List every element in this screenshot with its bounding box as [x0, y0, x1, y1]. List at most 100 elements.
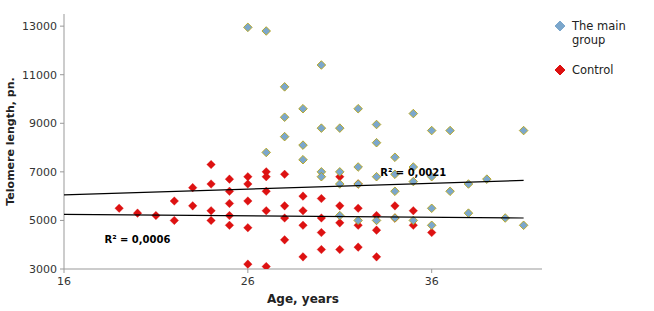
trend-line — [64, 180, 524, 195]
y-tick — [60, 269, 64, 270]
point — [133, 209, 142, 218]
point — [427, 204, 436, 213]
point — [335, 211, 344, 220]
point — [262, 262, 271, 269]
point — [244, 260, 253, 269]
point — [299, 206, 308, 215]
point — [391, 214, 400, 223]
y-tick-label: 5000 — [29, 214, 57, 227]
point — [280, 236, 289, 245]
point — [317, 172, 326, 181]
x-tick-label: 36 — [425, 275, 439, 288]
point — [354, 204, 363, 213]
y-tick-label: 7000 — [29, 166, 57, 179]
point — [225, 221, 234, 230]
point — [280, 202, 289, 211]
point — [262, 148, 271, 157]
point — [317, 214, 326, 223]
y-tick — [60, 220, 64, 221]
point — [244, 180, 253, 189]
y-tick-label: 9000 — [29, 117, 57, 130]
point — [519, 126, 528, 135]
point — [354, 216, 363, 225]
point — [299, 104, 308, 113]
point — [299, 192, 308, 201]
annotation: R² = 0,0006 — [104, 234, 170, 245]
point — [372, 226, 381, 235]
point — [427, 221, 436, 230]
point — [262, 172, 271, 181]
legend-label: The maingroup — [571, 19, 626, 47]
point — [299, 141, 308, 150]
plot-area — [64, 23, 528, 269]
point — [244, 197, 253, 206]
point — [280, 113, 289, 122]
point — [354, 104, 363, 113]
point — [519, 221, 528, 230]
point — [207, 180, 216, 189]
point — [207, 160, 216, 169]
point — [427, 126, 436, 135]
point — [354, 243, 363, 252]
point — [317, 194, 326, 203]
point — [391, 202, 400, 211]
point — [372, 120, 381, 129]
point — [280, 214, 289, 223]
y-tick — [60, 74, 64, 75]
x-tick-label: 16 — [57, 275, 71, 288]
point — [335, 180, 344, 189]
y-axis-line — [64, 14, 65, 269]
point — [280, 170, 289, 179]
point — [262, 27, 271, 36]
x-tick — [431, 269, 432, 273]
point — [317, 228, 326, 237]
point — [464, 180, 473, 189]
series-points — [244, 23, 528, 230]
legend: The maingroup Control — [555, 19, 626, 77]
point — [299, 221, 308, 230]
y-tick-label: 11000 — [22, 69, 57, 82]
point — [317, 61, 326, 70]
point — [262, 206, 271, 215]
point — [207, 206, 216, 215]
point — [391, 214, 400, 223]
legend-label: Control — [572, 63, 614, 77]
point — [280, 132, 289, 141]
point — [317, 245, 326, 254]
point — [280, 83, 289, 92]
point — [317, 124, 326, 133]
point — [299, 253, 308, 262]
point — [244, 23, 253, 32]
point — [225, 199, 234, 208]
point — [115, 204, 124, 213]
point — [391, 153, 400, 162]
point — [446, 126, 455, 135]
point — [225, 175, 234, 184]
point — [207, 216, 216, 225]
point — [464, 209, 473, 218]
y-tick — [60, 171, 64, 172]
point — [225, 187, 234, 196]
y-axis-label: Telomere length, pn. — [4, 77, 17, 205]
point — [244, 223, 253, 232]
point — [409, 206, 418, 215]
point — [335, 202, 344, 211]
y-tick-label: 13000 — [22, 20, 57, 33]
y-tick — [60, 123, 64, 124]
point — [391, 187, 400, 196]
x-tick-label: 26 — [241, 275, 255, 288]
point — [372, 253, 381, 262]
point — [188, 202, 197, 211]
trend-line — [64, 214, 524, 218]
point — [335, 245, 344, 254]
point — [354, 180, 363, 189]
x-tick — [64, 269, 65, 273]
point — [446, 187, 455, 196]
point — [299, 155, 308, 164]
point — [170, 197, 179, 206]
point — [170, 216, 179, 225]
legend-marker — [555, 21, 565, 31]
point — [335, 168, 344, 177]
x-tick — [247, 269, 248, 273]
y-tick — [60, 26, 64, 27]
